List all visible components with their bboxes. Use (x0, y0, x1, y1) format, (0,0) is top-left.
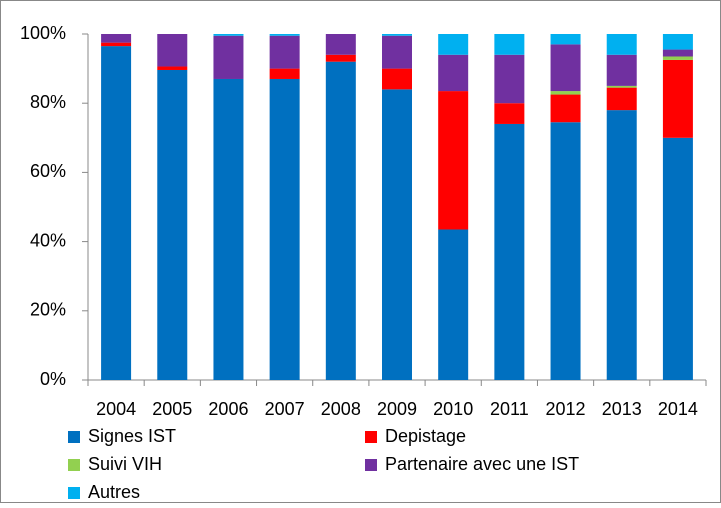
bar-segment (494, 34, 525, 55)
bar-segment (606, 34, 637, 55)
bar-segment (269, 78, 300, 380)
bar-segment (438, 34, 469, 55)
legend-swatch (68, 487, 80, 499)
bar-segment (494, 123, 525, 381)
bar-segment (606, 110, 637, 381)
bar-segment (438, 229, 469, 380)
bar-segment (382, 89, 412, 381)
legend-label: Signes IST (88, 426, 176, 446)
bar-segment (662, 59, 693, 138)
legend-label: Partenaire avec une IST (385, 454, 579, 474)
y-tick-label: 80% (30, 92, 66, 112)
bar-segment (382, 35, 412, 69)
bar-segment (213, 35, 244, 79)
bar-segment (662, 137, 693, 380)
x-tick-label: 2009 (377, 399, 417, 419)
legend-swatch (365, 459, 377, 471)
x-tick-label: 2014 (658, 399, 698, 419)
bar-segment (494, 103, 525, 124)
x-tick-label: 2012 (546, 399, 586, 419)
bar-segment (606, 87, 637, 111)
y-tick-label: 20% (30, 300, 66, 320)
legend-label: Depistage (385, 426, 466, 446)
legend-label: Suivi VIH (88, 454, 162, 474)
bar-segment (325, 34, 356, 55)
bar-segment (606, 54, 637, 86)
bar-segment (269, 68, 300, 79)
x-tick-label: 2007 (265, 399, 305, 419)
x-tick-label: 2011 (490, 399, 529, 419)
bar-segment (438, 91, 469, 230)
bar-segment (325, 61, 356, 381)
x-tick-label: 2008 (321, 399, 361, 419)
bar-segment (550, 91, 581, 95)
legend-swatch (68, 431, 80, 443)
y-tick-label: 100% (20, 23, 66, 43)
x-tick-label: 2013 (602, 399, 642, 419)
x-tick-label: 2005 (152, 399, 192, 419)
bar-segment (606, 85, 637, 88)
bar-segment (101, 42, 132, 47)
bar-segment (550, 94, 581, 123)
legend-label: Autres (88, 482, 140, 502)
bar-segment (101, 34, 132, 43)
y-tick-label: 60% (30, 161, 66, 181)
bar-segment (269, 35, 300, 69)
bar-segment (662, 49, 693, 57)
x-tick-label: 2006 (208, 399, 248, 419)
bar-segment (157, 69, 188, 380)
bar-segment (213, 34, 244, 36)
bar-segment (157, 66, 188, 70)
x-tick-label: 2004 (96, 399, 136, 419)
bar-segment (325, 54, 356, 62)
x-tick-label: 2010 (433, 399, 473, 419)
bar-segment (269, 34, 300, 36)
y-tick-label: 0% (40, 369, 66, 389)
bar-segment (382, 34, 412, 36)
legend-swatch (365, 431, 377, 443)
bar-segment (550, 34, 581, 45)
legend-swatch (68, 459, 80, 471)
bar-segment (550, 122, 581, 380)
bar-segment (550, 44, 581, 92)
y-tick-label: 40% (30, 230, 66, 250)
bar-segment (494, 54, 525, 104)
bar-segment (101, 46, 132, 381)
bar-segment (662, 34, 693, 50)
bar-segment (438, 54, 469, 92)
bar-segment (382, 68, 412, 90)
bar-segment (213, 78, 244, 380)
bar-segment (157, 34, 188, 67)
bar-segment (662, 56, 693, 60)
